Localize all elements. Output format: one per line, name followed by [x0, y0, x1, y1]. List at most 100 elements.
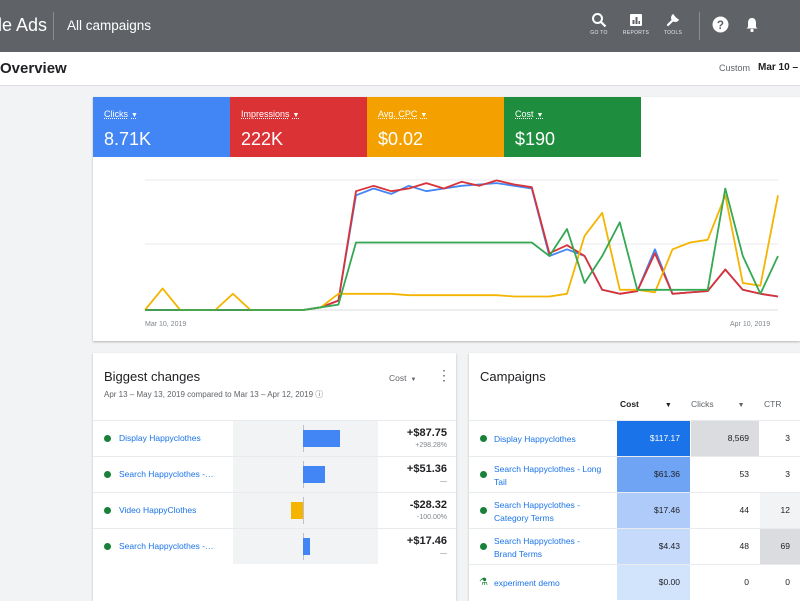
- campaign-link[interactable]: experiment demo: [494, 578, 560, 588]
- change-percent: +298.28%: [415, 442, 447, 449]
- dropdown-caret-icon: ▼: [292, 112, 300, 119]
- metric-label-text: Clicks: [104, 109, 128, 119]
- metric-value: $190: [515, 129, 556, 149]
- column-header-label: Cost: [620, 399, 639, 409]
- dropdown-caret-icon: ▼: [536, 112, 544, 119]
- metric-label-text: Cost: [515, 109, 534, 119]
- campaign-link[interactable]: Search Happyclothes - Brand Terms: [494, 536, 580, 559]
- wrench-icon: [666, 13, 680, 27]
- column-header-cost[interactable]: Cost ▼: [620, 399, 672, 409]
- dropdown-caret-icon: ▼: [737, 402, 745, 409]
- table-row[interactable]: Display Happyclothes $117.17 8,569 3: [469, 420, 800, 456]
- zero-axis: [303, 497, 304, 524]
- metric-label[interactable]: Clicks ▼: [104, 109, 138, 119]
- change-bar-track: [233, 493, 378, 528]
- status-enabled-icon: [104, 435, 111, 442]
- campaign-link[interactable]: Video HappyClothes: [119, 505, 197, 515]
- help-button[interactable]: ?: [702, 14, 738, 48]
- change-percent: —: [440, 478, 447, 485]
- clicks-cell: 8,569: [691, 421, 759, 456]
- cost-cell: $17.46: [617, 493, 690, 528]
- date-range-picker[interactable]: Mar 10 – A: [758, 62, 800, 73]
- change-value: +$87.75: [406, 427, 447, 439]
- more-vert-icon[interactable]: ⋮: [437, 367, 451, 383]
- list-item[interactable]: Search Happyclothes -… +$17.46 —: [93, 528, 456, 564]
- list-item[interactable]: Search Happyclothes -… +$51.36 —: [93, 456, 456, 492]
- x-axis-start-label: Mar 10, 2019: [145, 321, 187, 328]
- biggest-changes-card: Biggest changes Apr 13 – May 13, 2019 co…: [93, 353, 456, 601]
- table-row[interactable]: Search Happyclothes - Long Tail $61.36 5…: [469, 456, 800, 492]
- campaign-link[interactable]: Search Happyclothes -…: [119, 469, 214, 479]
- list-item[interactable]: Video HappyClothes -$28.32 -100.00%: [93, 492, 456, 528]
- campaign-link[interactable]: Search Happyclothes - Category Terms: [494, 500, 580, 523]
- breadcrumb-all-campaigns[interactable]: All campaigns: [67, 18, 152, 33]
- metric-label-text: Impressions: [241, 109, 290, 119]
- cost-cell: $4.43: [617, 529, 690, 564]
- info-icon[interactable]: ⓘ: [315, 390, 324, 399]
- metric-value: $0.02: [378, 129, 424, 149]
- metric-tile-clicks[interactable]: Clicks ▼ 8.71K: [93, 97, 230, 157]
- sort-caret-icon: ▼: [664, 402, 672, 409]
- comparison-range: Apr 13 – May 13, 2019 compared to Mar 13…: [104, 390, 314, 399]
- change-bar-track: [233, 457, 378, 492]
- date-range-label: Custom: [719, 63, 751, 73]
- change-bar: [303, 466, 325, 483]
- svg-text:?: ?: [716, 19, 723, 32]
- change-value: -$28.32: [409, 499, 447, 511]
- x-axis-end-label: Apr 10, 2019: [730, 321, 771, 328]
- performance-chart-card: Clicks ▼ 8.71K Impressions ▼ 222K Avg. CPC…: [93, 97, 800, 341]
- dropdown-caret-icon: ▼: [131, 112, 138, 119]
- change-percent: —: [440, 550, 447, 557]
- table-row[interactable]: ⚗ experiment demo $0.00 0 0: [469, 564, 800, 600]
- metric-value: 8.71K: [104, 129, 152, 149]
- ctr-cell: 3: [785, 469, 790, 479]
- search-icon: [592, 13, 607, 28]
- metric-tile-avg-cpc[interactable]: Avg. CPC ▼ $0.02: [367, 97, 504, 157]
- goto-button[interactable]: GO TO: [581, 10, 617, 44]
- card-title: Campaigns: [480, 369, 546, 384]
- clicks-cell: 0: [744, 577, 749, 587]
- ctr-cell: 3: [785, 433, 790, 443]
- metric-tile-cost[interactable]: Cost ▼ $190: [504, 97, 641, 157]
- notifications-button[interactable]: [734, 14, 770, 48]
- column-header-clicks[interactable]: Clicks ▼: [691, 399, 745, 409]
- table-row[interactable]: Search Happyclothes - Category Terms $17…: [469, 492, 800, 528]
- ctr-cell: 69: [760, 529, 800, 564]
- divider: [699, 12, 700, 40]
- status-enabled-icon: [480, 435, 487, 442]
- goto-label: GO TO: [590, 30, 608, 36]
- campaign-link[interactable]: Search Happyclothes - Long Tail: [494, 464, 602, 487]
- change-bar-track: [233, 529, 378, 564]
- page-header: Overview Custom Mar 10 – A: [0, 52, 800, 86]
- change-percent: -100.00%: [417, 514, 447, 521]
- dropdown-caret-icon: ▼: [420, 112, 428, 119]
- status-enabled-icon: [104, 471, 111, 478]
- metric-label[interactable]: Impressions ▼: [241, 109, 299, 119]
- card-subtitle: Apr 13 – May 13, 2019 compared to Mar 13…: [104, 389, 323, 400]
- line-chart: [144, 179, 779, 311]
- change-value: +$17.46: [406, 535, 447, 547]
- column-header-ctr[interactable]: CTR: [764, 399, 782, 409]
- status-enabled-icon: [104, 543, 111, 550]
- status-enabled-icon: [104, 507, 111, 514]
- ctr-cell: 12: [760, 493, 800, 528]
- table-row[interactable]: Search Happyclothes - Brand Terms $4.43 …: [469, 528, 800, 564]
- product-logo-text[interactable]: le Ads: [0, 15, 48, 35]
- metric-tile-impressions[interactable]: Impressions ▼ 222K: [230, 97, 367, 157]
- metric-label[interactable]: Cost ▼: [515, 109, 543, 119]
- change-bar: [303, 538, 311, 555]
- metric-selector[interactable]: Cost ▼: [389, 373, 416, 383]
- reports-button[interactable]: REPORTS: [618, 10, 654, 44]
- metric-label-text: Avg. CPC: [378, 109, 418, 119]
- campaigns-card: Campaigns Cost ▼ Clicks ▼ CTR Display Happ…: [469, 353, 800, 601]
- dropdown-caret-icon: ▼: [410, 377, 417, 383]
- change-bar: [303, 430, 340, 447]
- campaign-link[interactable]: Display Happyclothes: [119, 433, 201, 443]
- bell-icon: [746, 18, 758, 33]
- top-app-bar: le Ads All campaigns GO TO REPORTS TOOLS…: [0, 0, 800, 52]
- campaign-link[interactable]: Display Happyclothes: [494, 434, 576, 444]
- list-item[interactable]: Display Happyclothes +$87.75 +298.28%: [93, 420, 456, 456]
- campaign-link[interactable]: Search Happyclothes -…: [119, 541, 214, 551]
- tools-button[interactable]: TOOLS: [655, 10, 691, 44]
- metric-label[interactable]: Avg. CPC ▼: [378, 109, 427, 119]
